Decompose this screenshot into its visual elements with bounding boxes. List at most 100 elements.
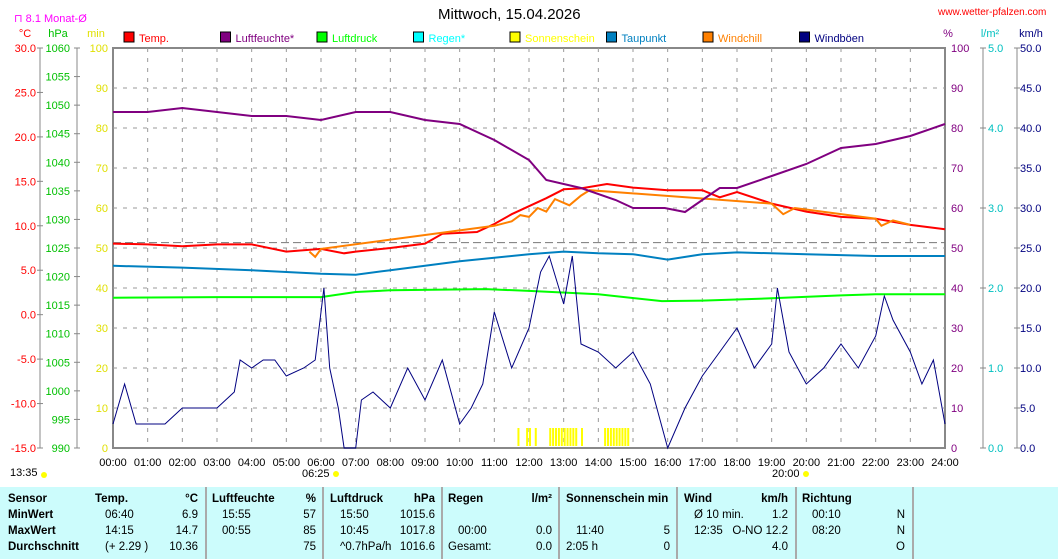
- tick-label-percent: 0: [951, 443, 957, 455]
- legend-swatch: [220, 31, 231, 43]
- table-cell: 15:55: [222, 509, 251, 521]
- tick-label-minutes: 80: [96, 123, 108, 135]
- legend-swatch: [316, 31, 328, 43]
- tick-label-wind: 10.0: [1020, 363, 1041, 375]
- sunshine-bar: [566, 428, 569, 446]
- table-header-unit: l/m²: [531, 493, 552, 505]
- tick-label-percent: 50: [951, 243, 963, 255]
- table-header-unit: hPa: [413, 493, 435, 505]
- unit-label-wind: km/h: [1019, 28, 1043, 40]
- x-tick-label: 10:00: [446, 457, 474, 469]
- tick-label-temp: -10.0: [11, 399, 36, 411]
- sunshine-bar: [618, 428, 621, 446]
- x-tick-label: 13:00: [550, 457, 578, 469]
- sunshine-bar: [607, 428, 609, 446]
- tick-label-minutes: 40: [96, 283, 108, 295]
- table-header: Luftfeuchte: [212, 493, 275, 505]
- series-windchill: [308, 189, 911, 259]
- table-cell: ^0.7hPa/h: [340, 541, 392, 553]
- table-divider: [676, 487, 678, 559]
- table-value: 57: [303, 509, 316, 521]
- table-value: 6.9: [182, 509, 198, 521]
- tick-label-pressure: 990: [52, 443, 70, 455]
- unit-label-pressure: hPa: [48, 28, 68, 40]
- tick-label-percent: 70: [951, 163, 963, 175]
- tick-label-pressure: 1060: [46, 43, 70, 55]
- table-header: Sensor: [8, 493, 47, 505]
- legend-swatch: [702, 31, 714, 43]
- table-value: 4.0: [772, 541, 788, 553]
- tick-label-pressure: 1000: [46, 386, 70, 398]
- x-tick-label: 05:00: [273, 457, 301, 469]
- tick-label-percent: 90: [951, 83, 963, 95]
- tick-label-temp: 15.0: [15, 176, 36, 188]
- table-value: 0.0: [536, 525, 552, 537]
- tick-label-wind: 40.0: [1020, 123, 1041, 135]
- table-cell: 08:20: [812, 525, 841, 537]
- unit-label-minutes: min: [87, 28, 105, 40]
- legend-label: Regen*: [429, 33, 466, 45]
- site-link[interactable]: www.wetter-pfalzen.com: [938, 7, 1047, 18]
- sunset-label: 20:00: [772, 468, 800, 480]
- table-value: O: [896, 541, 905, 553]
- tick-label-rain: 5.0: [988, 43, 1003, 55]
- x-tick-label: 21:00: [827, 457, 855, 469]
- x-tick-label: 19:00: [758, 457, 786, 469]
- month-avg-icon: ⊓: [14, 13, 26, 25]
- sunrise-icon: [333, 471, 339, 477]
- tick-label-wind: 35.0: [1020, 163, 1041, 175]
- sunshine-bar: [621, 428, 624, 446]
- table-value: 14.7: [175, 525, 198, 537]
- legend-swatch: [606, 31, 617, 43]
- legend-label: Windböen: [815, 33, 865, 45]
- tick-label-wind: 0.0: [1020, 443, 1035, 455]
- x-tick-label: 03:00: [203, 457, 231, 469]
- tick-label-temp: 25.0: [15, 87, 36, 99]
- legend-label: Windchill: [718, 33, 762, 45]
- x-tick-label: 12:00: [515, 457, 543, 469]
- sunshine-bar: [552, 428, 555, 446]
- tick-label-temp: 5.0: [21, 265, 36, 277]
- legend-swatch: [413, 31, 424, 43]
- table-value: O-NO 12.2: [732, 525, 788, 537]
- tick-label-temp: -15.0: [11, 443, 36, 455]
- tick-label-pressure: 1020: [46, 272, 70, 284]
- tick-label-pressure: 1035: [46, 186, 70, 198]
- tick-label-rain: 3.0: [988, 203, 1003, 215]
- tick-label-minutes: 30: [96, 323, 108, 335]
- tick-label-wind: 50.0: [1020, 43, 1041, 55]
- table-cell: 15:50: [340, 509, 369, 521]
- tick-label-pressure: 1045: [46, 129, 70, 141]
- x-tick-label: 08:00: [377, 457, 405, 469]
- x-tick-label: 14:00: [585, 457, 613, 469]
- sunshine-bar: [609, 428, 612, 446]
- table-cell: 00:10: [812, 509, 841, 521]
- x-tick-label: 20:00: [793, 457, 821, 469]
- sunshine-bar: [534, 428, 537, 446]
- sunshine-bar: [624, 428, 627, 446]
- sunshine-bar: [529, 428, 531, 446]
- table-header-unit: km/h: [761, 493, 788, 505]
- table-cell: 2:05 h: [566, 541, 598, 553]
- legend-swatch: [123, 31, 135, 43]
- table-cell: 00:55: [222, 525, 251, 537]
- table-value: 0.0: [536, 541, 552, 553]
- tick-label-minutes: 20: [96, 363, 108, 375]
- series-windben: [112, 254, 946, 450]
- tick-label-minutes: 50: [96, 243, 108, 255]
- sunshine-bar: [526, 428, 529, 446]
- table-value: N: [896, 509, 905, 521]
- x-tick-label: 11:00: [481, 457, 508, 469]
- tick-label-pressure: 1015: [46, 300, 70, 312]
- current-time-label: 13:35: [10, 467, 38, 479]
- x-tick-label: 06:00: [307, 457, 335, 469]
- table-value: 1015.6: [399, 509, 435, 521]
- series-luftfeuchte: [113, 106, 946, 214]
- x-tick-label: 24:00: [931, 457, 959, 469]
- sunshine-bar: [555, 428, 557, 446]
- tick-label-temp: 10.0: [15, 221, 36, 233]
- table-cell: 06:40: [105, 509, 134, 521]
- tick-label-pressure: 1055: [46, 72, 70, 84]
- tick-label-temp: 30.0: [15, 43, 36, 55]
- tick-label-minutes: 70: [96, 163, 108, 175]
